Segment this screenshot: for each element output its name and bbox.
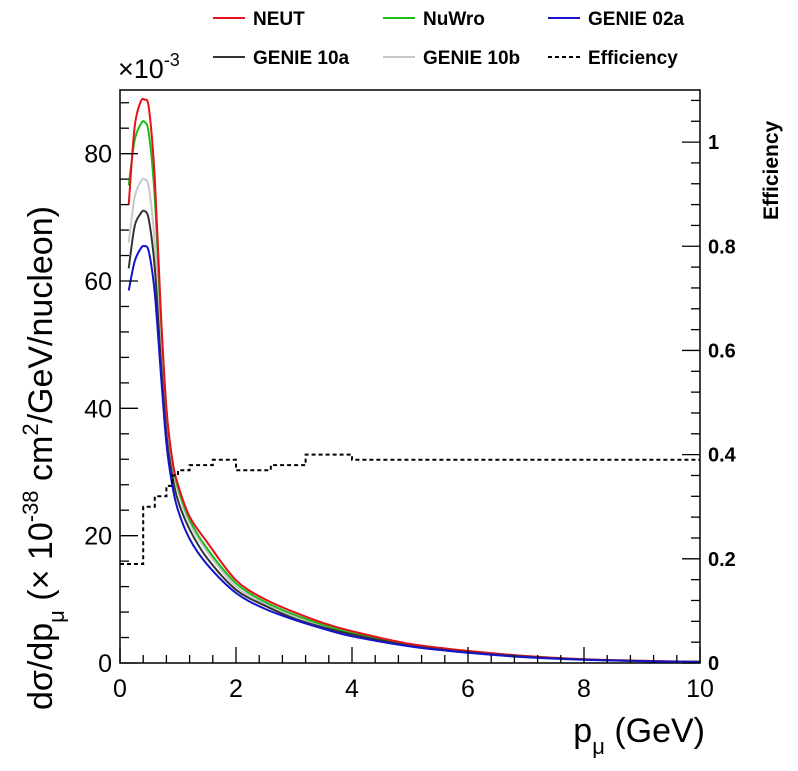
right-tick-label: 0 bbox=[708, 653, 719, 675]
series-line-efficiency bbox=[120, 453, 700, 565]
y-tick-label: 20 bbox=[84, 523, 112, 551]
legend-label: NEUT bbox=[253, 9, 305, 30]
legend-label: GENIE 02a bbox=[588, 9, 685, 30]
legend-label: GENIE 10b bbox=[423, 48, 520, 69]
plot-frame bbox=[119, 89, 701, 664]
series-line-neut bbox=[127, 97, 701, 663]
x-tick-label: 6 bbox=[461, 675, 475, 703]
x-tick-label: 0 bbox=[113, 675, 127, 703]
x-tick-label: 2 bbox=[229, 675, 243, 703]
legend-item-nuwro: NuWro bbox=[383, 9, 485, 30]
legend-item-genie-10a: GENIE 10a bbox=[213, 48, 350, 69]
legend-item-genie-02a: GENIE 02a bbox=[548, 9, 685, 30]
x-tick-label: 10 bbox=[686, 675, 714, 703]
y-exponent-label: ×10-3 bbox=[118, 50, 180, 84]
x-tick-label: 8 bbox=[577, 675, 591, 703]
series-layer bbox=[120, 97, 701, 663]
legend-label: GENIE 10a bbox=[253, 48, 350, 69]
legend-label: Efficiency bbox=[588, 48, 678, 69]
legend-item-genie-10b: GENIE 10b bbox=[383, 48, 520, 69]
legend-item-neut: NEUT bbox=[213, 9, 305, 30]
legend-item-efficiency: Efficiency bbox=[548, 48, 678, 69]
right-tick-label: 0.8 bbox=[708, 236, 736, 258]
series-line-genie-10b bbox=[127, 177, 701, 663]
right-tick-label: 0.2 bbox=[708, 549, 736, 571]
right-axis-title: Efficiency bbox=[760, 120, 783, 220]
x-tick-label: 4 bbox=[345, 675, 359, 703]
y-tick-label: 40 bbox=[84, 395, 112, 423]
legend-label: NuWro bbox=[423, 9, 485, 30]
y-tick-label: 80 bbox=[84, 141, 112, 169]
right-tick-label: 0.4 bbox=[708, 445, 737, 467]
y-tick-label: 60 bbox=[84, 268, 112, 296]
x-axis-title: pμ (GeV) bbox=[573, 712, 705, 759]
y-tick-label: 0 bbox=[98, 650, 112, 678]
right-tick-label: 0.6 bbox=[708, 340, 736, 362]
legend: NEUT NuWro GENIE 02a GENIE 10a GENIE 10b Effi… bbox=[213, 9, 685, 69]
y-axis-title: dσ/dpμ (× 10-38 cm2/GeV/nucleon) bbox=[18, 206, 69, 710]
right-tick-label: 1 bbox=[708, 132, 719, 154]
series-line-genie-02a bbox=[127, 244, 701, 663]
plot-frame-layer bbox=[119, 89, 701, 664]
series-line-nuwro bbox=[127, 120, 701, 663]
series-line-genie-10a bbox=[127, 209, 701, 663]
